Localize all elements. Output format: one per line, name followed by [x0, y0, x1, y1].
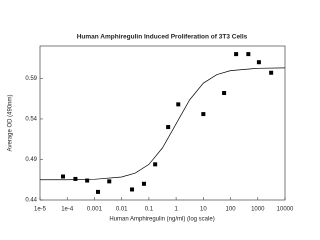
x-tick-label: 10000 [277, 207, 294, 213]
data-point [166, 125, 171, 130]
y-tick-label: 0.54 [25, 117, 37, 123]
data-point [73, 176, 78, 181]
y-axis-label: Average OD (490nm) [8, 95, 14, 152]
x-tick-label: 1e-4 [61, 207, 74, 213]
chart: Human Amphiregulin Induced Proliferation… [0, 0, 300, 228]
y-tick-label: 0.59 [25, 76, 37, 82]
x-tick-label: 10 [200, 207, 207, 213]
data-point [176, 102, 181, 107]
data-point [201, 112, 206, 117]
data-point [246, 52, 251, 57]
data-point [222, 91, 227, 96]
data-point [234, 52, 239, 57]
background [0, 0, 300, 228]
data-point [153, 162, 158, 167]
x-tick-label: 1e-5 [34, 207, 47, 213]
y-tick-label: 0.44 [25, 198, 37, 204]
fit-curve [40, 67, 286, 181]
plot-frame [39, 45, 286, 201]
x-tick-label: 0.001 [87, 207, 103, 213]
x-tick-label: 0.1 [145, 207, 154, 213]
page: {"chart_data": {"type": "scatter", "titl… [0, 0, 300, 228]
data-point [61, 174, 66, 179]
y-tick-label: 0.49 [25, 157, 37, 163]
x-tick-label: 100 [226, 207, 237, 213]
data-point [141, 181, 146, 186]
data-point [85, 178, 90, 183]
data-point [256, 60, 261, 65]
x-tick-label: 1000 [251, 207, 265, 213]
data-point [107, 179, 112, 184]
x-tick-label: 1 [174, 207, 178, 213]
data-point [95, 189, 100, 194]
x-axis-label: Human Amphiregulin (ng/ml) (log scale) [109, 217, 214, 223]
data-point [130, 187, 135, 192]
chart-title: Human Amphiregulin Induced Proliferation… [77, 34, 248, 41]
data-point [269, 70, 274, 75]
x-tick-label: 0.01 [116, 207, 128, 213]
